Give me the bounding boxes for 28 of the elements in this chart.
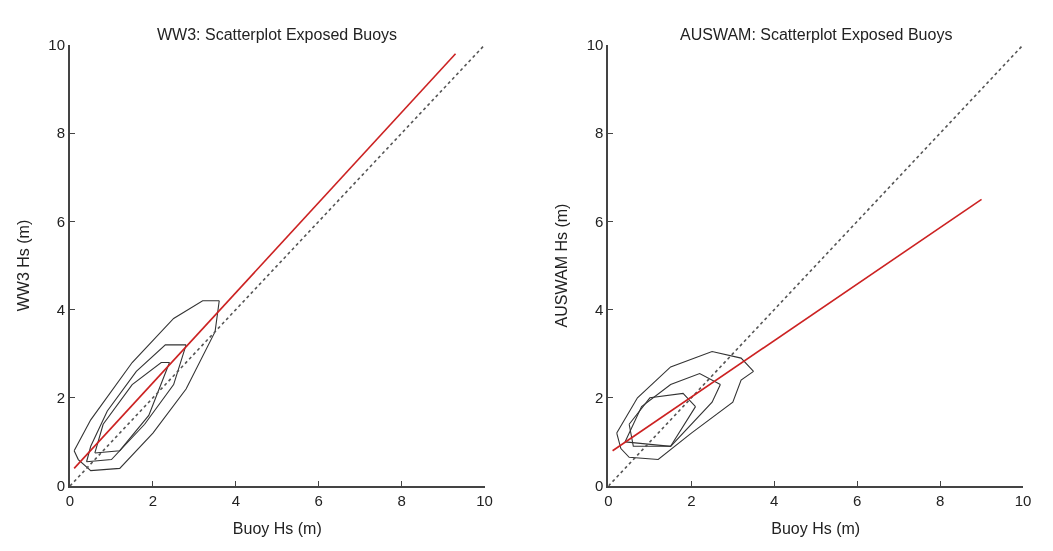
y-tick-label: 8: [595, 124, 604, 142]
x-tick-label: 4: [231, 492, 240, 509]
x-tick-label: 6: [853, 492, 862, 509]
chart-title: AUSWAM: Scatterplot Exposed Buoys: [680, 26, 953, 43]
y-axis-title: WW3 Hs (m): [14, 219, 32, 312]
y-tick-label: 0: [56, 477, 65, 495]
y-tick-label: 2: [56, 389, 65, 407]
x-tick-label: 8: [935, 492, 945, 509]
x-tick-label: 2: [687, 492, 696, 509]
y-tick-label: 10: [586, 36, 604, 54]
y-tick-label: 6: [56, 212, 65, 230]
x-tick-label: 4: [770, 492, 779, 509]
x-tick-label: 2: [148, 492, 158, 509]
x-tick-label: 8: [397, 492, 406, 509]
y-tick-label: 6: [595, 212, 604, 230]
x-axis-title: Buoy Hs (m): [771, 520, 861, 538]
x-tick-label: 6: [314, 492, 323, 509]
y-tick-label: 4: [595, 300, 604, 318]
y-tick-label: 0: [595, 477, 604, 495]
y-tick-label: 2: [595, 389, 604, 407]
x-axis-title: Buoy Hs (m): [232, 520, 322, 538]
y-tick-label: 8: [56, 124, 65, 142]
chart-title: WW3: Scatterplot Exposed Buoys: [157, 26, 398, 43]
x-tick-label: 10: [476, 492, 493, 509]
x-tick-label: 10: [1014, 492, 1032, 509]
y-tick-label: 10: [48, 36, 65, 54]
y-tick-label: 4: [56, 300, 65, 318]
y-axis-title: AUSWAM Hs (m): [553, 203, 571, 328]
